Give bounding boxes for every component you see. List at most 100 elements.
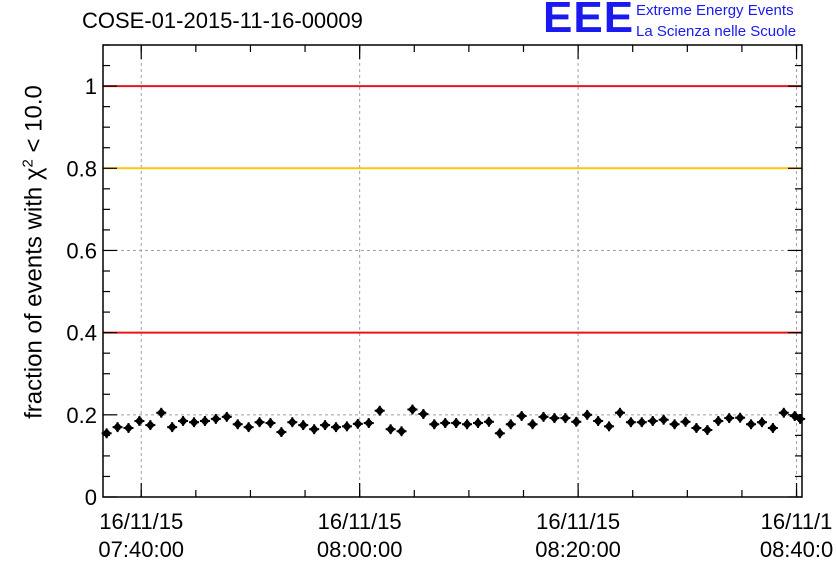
data-point-38 bbox=[516, 411, 527, 422]
marker-40 bbox=[539, 411, 549, 422]
x-tick-time-0: 07:40:00 bbox=[98, 537, 184, 562]
marker-56 bbox=[713, 415, 723, 426]
data-point-59 bbox=[746, 419, 757, 430]
marker-25 bbox=[375, 405, 385, 416]
data-point-58 bbox=[735, 412, 746, 423]
marker-42 bbox=[560, 413, 570, 424]
data-point-55 bbox=[702, 425, 713, 436]
marker-58 bbox=[735, 412, 745, 423]
data-point-36 bbox=[494, 428, 505, 439]
data-point-44 bbox=[582, 409, 593, 420]
marker-11 bbox=[222, 411, 232, 422]
marker-45 bbox=[593, 415, 603, 426]
marker-53 bbox=[681, 416, 690, 427]
marker-34 bbox=[473, 418, 483, 429]
y-tick-label-3: 0.6 bbox=[66, 238, 97, 263]
x-tick-date-0: 16/11/15 bbox=[99, 509, 183, 534]
y-axis-label-post: < 10.0 bbox=[20, 85, 48, 160]
data-point-45 bbox=[593, 415, 604, 426]
marker-17 bbox=[287, 417, 297, 428]
marker-5 bbox=[156, 407, 166, 418]
marker-35 bbox=[484, 416, 494, 427]
marker-10 bbox=[211, 413, 221, 424]
marker-60 bbox=[757, 417, 767, 428]
marker-30 bbox=[429, 419, 439, 430]
marker-3 bbox=[134, 415, 144, 426]
marker-14 bbox=[255, 417, 265, 428]
data-point-47 bbox=[614, 407, 625, 418]
data-point-2 bbox=[123, 422, 134, 433]
marker-61 bbox=[768, 422, 778, 433]
marker-62 bbox=[779, 407, 789, 418]
y-axis-label-pre: fraction of events with bbox=[20, 180, 48, 419]
data-point-31 bbox=[440, 418, 451, 429]
marker-54 bbox=[691, 422, 701, 433]
logo-line-1: Extreme Energy Events bbox=[636, 2, 794, 19]
marker-28 bbox=[407, 404, 417, 415]
data-point-7 bbox=[178, 415, 189, 426]
y-axis-label-sup: 2 bbox=[19, 159, 37, 168]
marker-7 bbox=[178, 415, 188, 426]
chart-title: COSE-01-2015-11-16-00009 bbox=[82, 8, 363, 33]
logo-line-2: La Scienza nelle Scuole bbox=[636, 23, 797, 40]
data-point-60 bbox=[756, 417, 767, 428]
data-point-50 bbox=[647, 415, 658, 426]
data-point-64 bbox=[795, 413, 806, 424]
marker-0 bbox=[102, 428, 112, 439]
data-point-16 bbox=[276, 427, 287, 438]
marker-27 bbox=[397, 426, 407, 437]
marker-29 bbox=[418, 408, 428, 419]
eee-logo: EEE bbox=[543, 0, 635, 42]
data-point-10 bbox=[210, 413, 221, 424]
marker-49 bbox=[637, 417, 647, 428]
marker-51 bbox=[659, 414, 669, 425]
marker-26 bbox=[386, 424, 396, 435]
y-axis-label: fraction of events with χ2 < 10.0 bbox=[20, 85, 49, 419]
data-point-25 bbox=[374, 405, 385, 416]
marker-19 bbox=[309, 424, 319, 435]
data-point-33 bbox=[462, 419, 473, 430]
marker-44 bbox=[582, 409, 592, 420]
data-point-27 bbox=[396, 426, 407, 437]
data-point-32 bbox=[451, 418, 462, 429]
x-tick-time-2: 08:20:00 bbox=[535, 537, 621, 562]
y-tick-label-2: 0.4 bbox=[66, 321, 97, 346]
data-point-18 bbox=[298, 420, 309, 431]
data-point-0 bbox=[101, 428, 112, 439]
y-tick-label-4: 0.8 bbox=[66, 156, 97, 181]
marker-20 bbox=[320, 420, 330, 431]
data-point-1 bbox=[112, 422, 123, 433]
data-point-49 bbox=[636, 417, 647, 428]
data-point-19 bbox=[309, 424, 320, 435]
marker-32 bbox=[451, 418, 461, 429]
marker-31 bbox=[440, 418, 450, 429]
data-point-53 bbox=[680, 416, 691, 427]
data-point-9 bbox=[199, 415, 210, 426]
marker-50 bbox=[648, 415, 658, 426]
data-point-17 bbox=[287, 417, 298, 428]
data-point-8 bbox=[189, 417, 200, 428]
marker-6 bbox=[167, 422, 177, 433]
data-point-6 bbox=[167, 422, 178, 433]
data-point-52 bbox=[669, 419, 680, 430]
marker-12 bbox=[233, 419, 243, 430]
marker-22 bbox=[342, 421, 352, 432]
marker-48 bbox=[626, 417, 636, 428]
y-axis-label-symbol: χ bbox=[20, 167, 48, 181]
data-point-20 bbox=[320, 420, 331, 431]
marker-39 bbox=[528, 419, 538, 430]
marker-24 bbox=[364, 418, 374, 429]
marker-13 bbox=[244, 422, 254, 433]
data-point-11 bbox=[221, 411, 232, 422]
marker-57 bbox=[724, 413, 734, 424]
marker-23 bbox=[353, 418, 363, 429]
data-point-48 bbox=[625, 417, 636, 428]
data-point-28 bbox=[407, 404, 418, 415]
data-point-30 bbox=[429, 419, 440, 430]
marker-37 bbox=[506, 419, 516, 430]
data-point-14 bbox=[254, 417, 265, 428]
data-point-37 bbox=[505, 419, 516, 430]
marker-15 bbox=[265, 418, 275, 429]
marker-21 bbox=[331, 422, 341, 433]
